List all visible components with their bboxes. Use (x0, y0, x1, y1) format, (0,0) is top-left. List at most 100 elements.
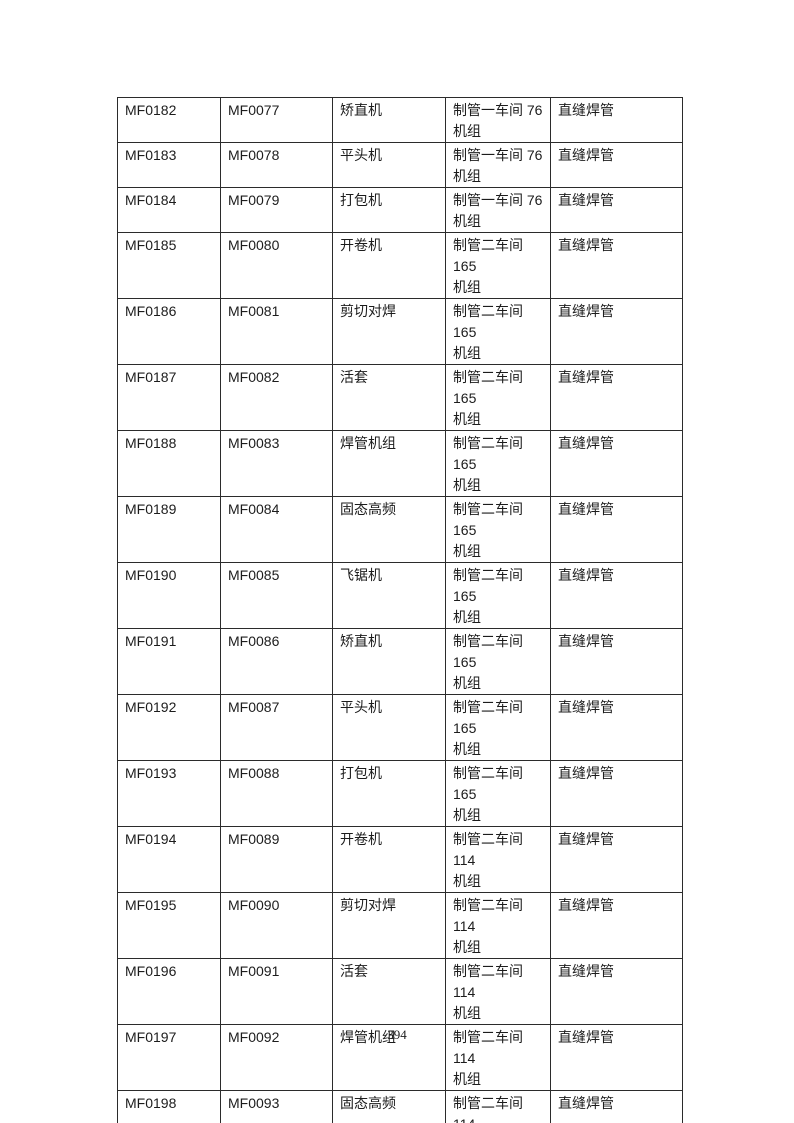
table-row: MF0189 MF0084 固态高频 制管二车间 165 机组 直缝焊管 (117, 496, 683, 563)
table-cell: 制管二车间 165 机组 (445, 430, 551, 497)
table-cell: MF0089 (220, 826, 333, 893)
table-row: MF0197 MF0092 焊管机组 制管二车间 114 机组 直缝焊管 (117, 1024, 683, 1091)
table-cell: 制管二车间 114 机组 (445, 826, 551, 893)
table-cell: 直缝焊管 (550, 562, 683, 629)
table-cell: MF0183 (117, 142, 221, 188)
table-cell: MF0188 (117, 430, 221, 497)
table-cell: 矫直机 (332, 97, 446, 143)
table-cell: MF0195 (117, 892, 221, 959)
table-cell: 制管一车间 76 机组 (445, 97, 551, 143)
table-cell: 直缝焊管 (550, 142, 683, 188)
table-cell: MF0093 (220, 1090, 333, 1123)
table-cell: 直缝焊管 (550, 496, 683, 563)
table-cell: MF0187 (117, 364, 221, 431)
table-cell: 制管二车间 165 机组 (445, 694, 551, 761)
table-cell: MF0090 (220, 892, 333, 959)
table-row: MF0186 MF0081 剪切对焊 制管二车间 165 机组 直缝焊管 (117, 298, 683, 365)
table-cell: 制管二车间 114 机组 (445, 1024, 551, 1091)
table-cell: 直缝焊管 (550, 364, 683, 431)
table-cell: MF0081 (220, 298, 333, 365)
table-cell: 直缝焊管 (550, 430, 683, 497)
table-cell: 制管二车间 114 机组 (445, 958, 551, 1025)
table-row: MF0184 MF0079 打包机 制管一车间 76 机组 直缝焊管 (117, 187, 683, 233)
table-row: MF0185 MF0080 开卷机 制管二车间 165 机组 直缝焊管 (117, 232, 683, 299)
table-cell: 制管二车间 114 机组 (445, 892, 551, 959)
table-cell: 直缝焊管 (550, 97, 683, 143)
table-cell: MF0085 (220, 562, 333, 629)
table-cell: 平头机 (332, 694, 446, 761)
table-row: MF0196 MF0091 活套 制管二车间 114 机组 直缝焊管 (117, 958, 683, 1025)
table-row: MF0193 MF0088 打包机 制管二车间 165 机组 直缝焊管 (117, 760, 683, 827)
table-cell: 制管二车间 114 机组 (445, 1090, 551, 1123)
table-cell: 直缝焊管 (550, 892, 683, 959)
table-cell: 固态高频 (332, 1090, 446, 1123)
table-cell: 制管二车间 165 机组 (445, 364, 551, 431)
table-cell: 直缝焊管 (550, 298, 683, 365)
table-cell: 飞锯机 (332, 562, 446, 629)
table-cell: 直缝焊管 (550, 232, 683, 299)
table-cell: MF0191 (117, 628, 221, 695)
table-cell: MF0080 (220, 232, 333, 299)
table-cell: MF0190 (117, 562, 221, 629)
table-cell: MF0184 (117, 187, 221, 233)
table-row: MF0194 MF0089 开卷机 制管二车间 114 机组 直缝焊管 (117, 826, 683, 893)
table-cell: MF0086 (220, 628, 333, 695)
table-row: MF0182 MF0077 矫直机 制管一车间 76 机组 直缝焊管 (117, 97, 683, 143)
table-cell: 直缝焊管 (550, 760, 683, 827)
table-cell: 开卷机 (332, 826, 446, 893)
table-row: MF0191 MF0086 矫直机 制管二车间 165 机组 直缝焊管 (117, 628, 683, 695)
table-cell: MF0198 (117, 1090, 221, 1123)
table-cell: 焊管机组 (332, 430, 446, 497)
table-row: MF0188 MF0083 焊管机组 制管二车间 165 机组 直缝焊管 (117, 430, 683, 497)
table-cell: 矫直机 (332, 628, 446, 695)
table-cell: MF0091 (220, 958, 333, 1025)
table-cell: MF0186 (117, 298, 221, 365)
table-cell: MF0083 (220, 430, 333, 497)
table-cell: 制管一车间 76 机组 (445, 142, 551, 188)
table-cell: MF0087 (220, 694, 333, 761)
table-cell: 打包机 (332, 760, 446, 827)
table-cell: MF0194 (117, 826, 221, 893)
table-cell: MF0084 (220, 496, 333, 563)
table-cell: 制管二车间 165 机组 (445, 562, 551, 629)
table-cell: 直缝焊管 (550, 694, 683, 761)
equipment-table-body: MF0182 MF0077 矫直机 制管一车间 76 机组 直缝焊管 MF0183 MF00… (117, 97, 683, 1123)
table-cell: 活套 (332, 364, 446, 431)
table-cell: MF0078 (220, 142, 333, 188)
table-cell: MF0182 (117, 97, 221, 143)
table-cell: 直缝焊管 (550, 958, 683, 1025)
table-cell: MF0092 (220, 1024, 333, 1091)
table-cell: 制管二车间 165 机组 (445, 760, 551, 827)
table-cell: 直缝焊管 (550, 826, 683, 893)
table-cell: 打包机 (332, 187, 446, 233)
table-cell: MF0197 (117, 1024, 221, 1091)
table-cell: 制管二车间 165 机组 (445, 628, 551, 695)
table-cell: 制管一车间 76 机组 (445, 187, 551, 233)
table-cell: 直缝焊管 (550, 1090, 683, 1123)
table-cell: 开卷机 (332, 232, 446, 299)
table-cell: MF0077 (220, 97, 333, 143)
table-cell: 制管二车间 165 机组 (445, 496, 551, 563)
table-cell: 活套 (332, 958, 446, 1025)
table-cell: 直缝焊管 (550, 1024, 683, 1091)
table-cell: 剪切对焊 (332, 892, 446, 959)
table-cell: MF0193 (117, 760, 221, 827)
table-cell: MF0079 (220, 187, 333, 233)
table-cell: 制管二车间 165 机组 (445, 232, 551, 299)
equipment-table: MF0182 MF0077 矫直机 制管一车间 76 机组 直缝焊管 MF0183 MF00… (117, 97, 683, 1123)
table-cell: 剪切对焊 (332, 298, 446, 365)
table-cell: MF0192 (117, 694, 221, 761)
table-cell: 固态高频 (332, 496, 446, 563)
table-cell: 制管二车间 165 机组 (445, 298, 551, 365)
table-cell: MF0185 (117, 232, 221, 299)
table-row: MF0195 MF0090 剪切对焊 制管二车间 114 机组 直缝焊管 (117, 892, 683, 959)
table-row: MF0192 MF0087 平头机 制管二车间 165 机组 直缝焊管 (117, 694, 683, 761)
table-cell: 平头机 (332, 142, 446, 188)
table-row: MF0183 MF0078 平头机 制管一车间 76 机组 直缝焊管 (117, 142, 683, 188)
table-cell: MF0082 (220, 364, 333, 431)
table-cell: 直缝焊管 (550, 628, 683, 695)
page-number: 394 (387, 1027, 407, 1042)
table-row: MF0187 MF0082 活套 制管二车间 165 机组 直缝焊管 (117, 364, 683, 431)
